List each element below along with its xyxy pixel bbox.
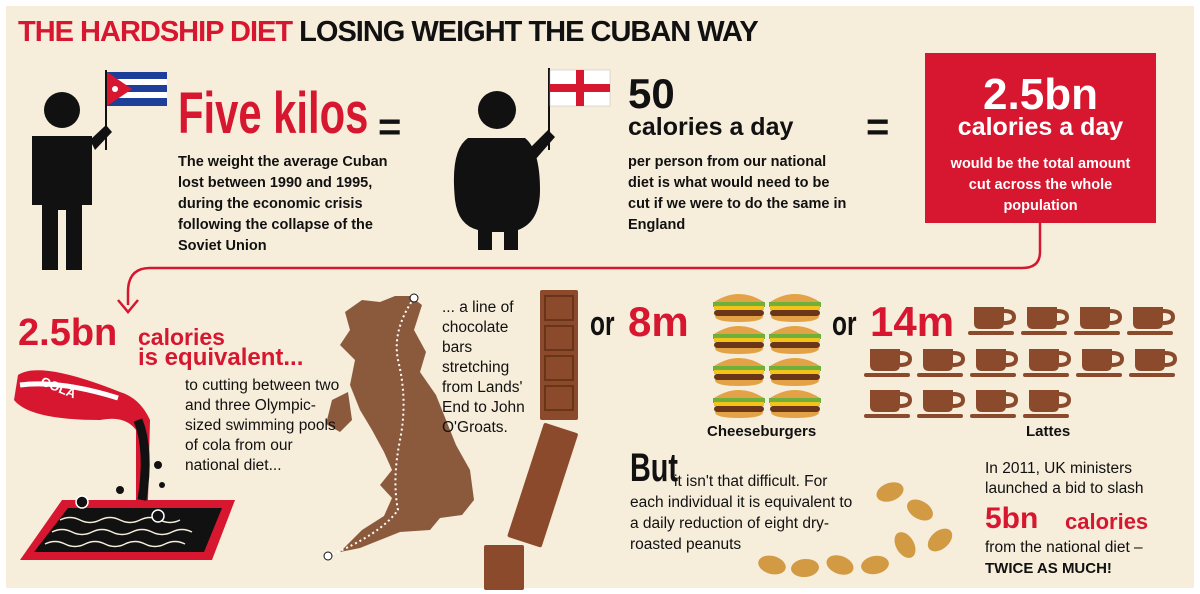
connector-line <box>126 223 1042 305</box>
peanut-icon <box>876 482 904 502</box>
or: or <box>832 305 857 343</box>
burger-icon <box>713 326 765 354</box>
total-text: would be the total amount cut across the… <box>950 156 1131 214</box>
ministers-emphasis: TWICE AS MUCH! <box>985 560 1112 577</box>
peanut-icon <box>861 555 889 575</box>
peanut-icon <box>826 555 854 575</box>
cola-number: 2.5bn <box>18 312 118 354</box>
cuba-text: The weight the average Cuban lost betwee… <box>178 154 388 254</box>
ministers-number: 5bn <box>985 502 1039 535</box>
burger-icon <box>769 358 821 386</box>
title: THE HARDSHIP DIET LOSING WEIGHT THE CUBA… <box>18 16 759 49</box>
chocolate-text: ... a line of chocolate bars stretching … <box>442 299 525 436</box>
cup-icon <box>966 305 1016 337</box>
or: or <box>590 305 615 343</box>
burgers-label: Cheeseburgers <box>707 423 817 440</box>
burger-icon <box>713 358 765 386</box>
ministers-intro: In 2011, UK ministers launched a bid to … <box>985 460 1144 497</box>
england-text: per person from our national diet is wha… <box>628 154 847 233</box>
cola-text: to cutting between two and three Olympic… <box>185 377 340 474</box>
england-unit: calories a day <box>628 113 794 141</box>
cup-icon <box>1019 305 1069 337</box>
burger-icon <box>713 390 765 418</box>
ministers-unit: calories <box>1065 509 1149 534</box>
peanut-icon <box>894 532 916 558</box>
heavy-figure <box>453 91 555 250</box>
burgers-number: 8m <box>628 298 689 345</box>
burger-icon <box>769 326 821 354</box>
burger-icon <box>713 294 765 322</box>
cola-unit: calories <box>138 324 225 350</box>
ministers-outro: from the national diet – <box>985 539 1143 556</box>
title-black: LOSING WEIGHT THE CUBAN WAY <box>299 16 758 48</box>
peanut-icons <box>758 482 953 578</box>
peanut-icon <box>927 528 953 552</box>
peanut-icon <box>791 558 819 578</box>
lattes-label: Lattes <box>1026 423 1071 440</box>
cup-icon <box>1074 347 1124 379</box>
cup-icon <box>1021 347 1071 379</box>
cup-icon <box>915 388 965 420</box>
cup-icon <box>1127 347 1177 379</box>
chocolate-bars <box>484 290 578 590</box>
cheeseburger-icons <box>713 294 821 418</box>
peanut-icon <box>907 499 933 521</box>
cup-icon <box>968 347 1018 379</box>
cup-icon <box>1072 305 1122 337</box>
connector-arrow <box>117 299 139 314</box>
cup-icon <box>862 347 912 379</box>
cola-pool <box>14 370 235 560</box>
england-number: 50 <box>628 70 675 117</box>
headline: Five kilos <box>178 81 369 146</box>
cup-icon <box>968 388 1018 420</box>
burger-icon <box>769 294 821 322</box>
peanut-icon <box>758 555 786 575</box>
title-red: THE HARDSHIP DIET <box>18 16 293 48</box>
cola-subhead: is equivalent... <box>138 344 304 371</box>
uk-map <box>323 293 474 561</box>
total-unit: calories a day <box>957 113 1124 141</box>
raised-arm <box>90 125 112 150</box>
peanuts-text: it isn't that difficult. For each indivi… <box>630 473 853 553</box>
burger-icon <box>769 390 821 418</box>
total-number: 2.5bn <box>983 70 1098 119</box>
thin-figure <box>32 92 92 270</box>
cup-icon <box>862 388 912 420</box>
cup-icon <box>1021 388 1071 420</box>
equals-sign: = <box>866 105 890 149</box>
equals-sign: = <box>378 105 402 149</box>
lattes-number: 14m <box>870 298 955 345</box>
highlight-box <box>925 53 1156 223</box>
cuban-flag <box>105 70 167 150</box>
lead-word: But <box>630 446 678 490</box>
english-flag <box>548 68 611 150</box>
cup-icon <box>1125 305 1175 337</box>
cup-icon <box>915 347 965 379</box>
